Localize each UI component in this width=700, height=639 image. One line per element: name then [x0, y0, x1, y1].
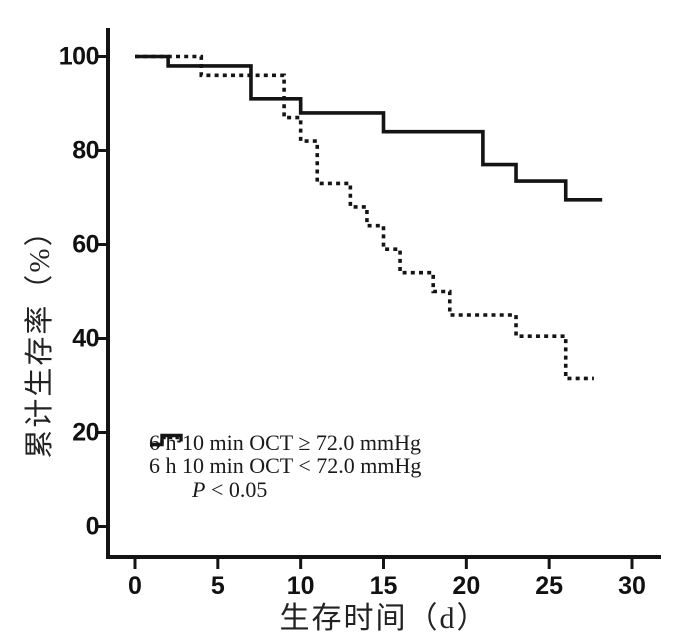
y-tick-label: 60: [72, 230, 99, 258]
survival-curve-dotted: [135, 54, 594, 381]
y-axis-title: 累计生存率（%）: [24, 215, 56, 459]
x-tick-label: 5: [210, 572, 225, 600]
survival-curve-solid: [135, 54, 603, 202]
x-tick-label: 25: [535, 572, 564, 600]
x-tick-label: 30: [618, 572, 646, 600]
legend-item-oct-ge-72: 6 h 10 min OCT ≥ 72.0 mmHg: [149, 429, 422, 455]
legend: 6 h 10 min OCT ≥ 72.0 mmHg 6 h 10 min OC…: [149, 429, 422, 503]
dotted-step-line-icon: [150, 435, 181, 447]
axes: [106, 28, 661, 559]
y-tick-label: 80: [72, 136, 99, 164]
legend-item-oct-lt-72: 6 h 10 min OCT < 72.0 mmHg: [149, 435, 422, 478]
y-tick-label: 100: [58, 42, 100, 70]
x-tick-label: 15: [369, 572, 398, 600]
legend-label-solid: 6 h 10 min OCT ≥ 72.0 mmHg: [149, 429, 422, 455]
x-tick-label: 0: [128, 572, 142, 600]
x-axis-title: 生存时间（d）: [279, 602, 489, 635]
p-value-annotation: P < 0.05: [192, 477, 268, 502]
y-tick-label: 40: [72, 324, 99, 352]
x-tick-label: 10: [286, 572, 315, 600]
y-tick-label: 0: [85, 512, 100, 540]
x-tick-label: 20: [452, 572, 481, 600]
y-tick-label: 20: [72, 418, 99, 446]
legend-label-dotted: 6 h 10 min OCT < 72.0 mmHg: [149, 452, 422, 478]
